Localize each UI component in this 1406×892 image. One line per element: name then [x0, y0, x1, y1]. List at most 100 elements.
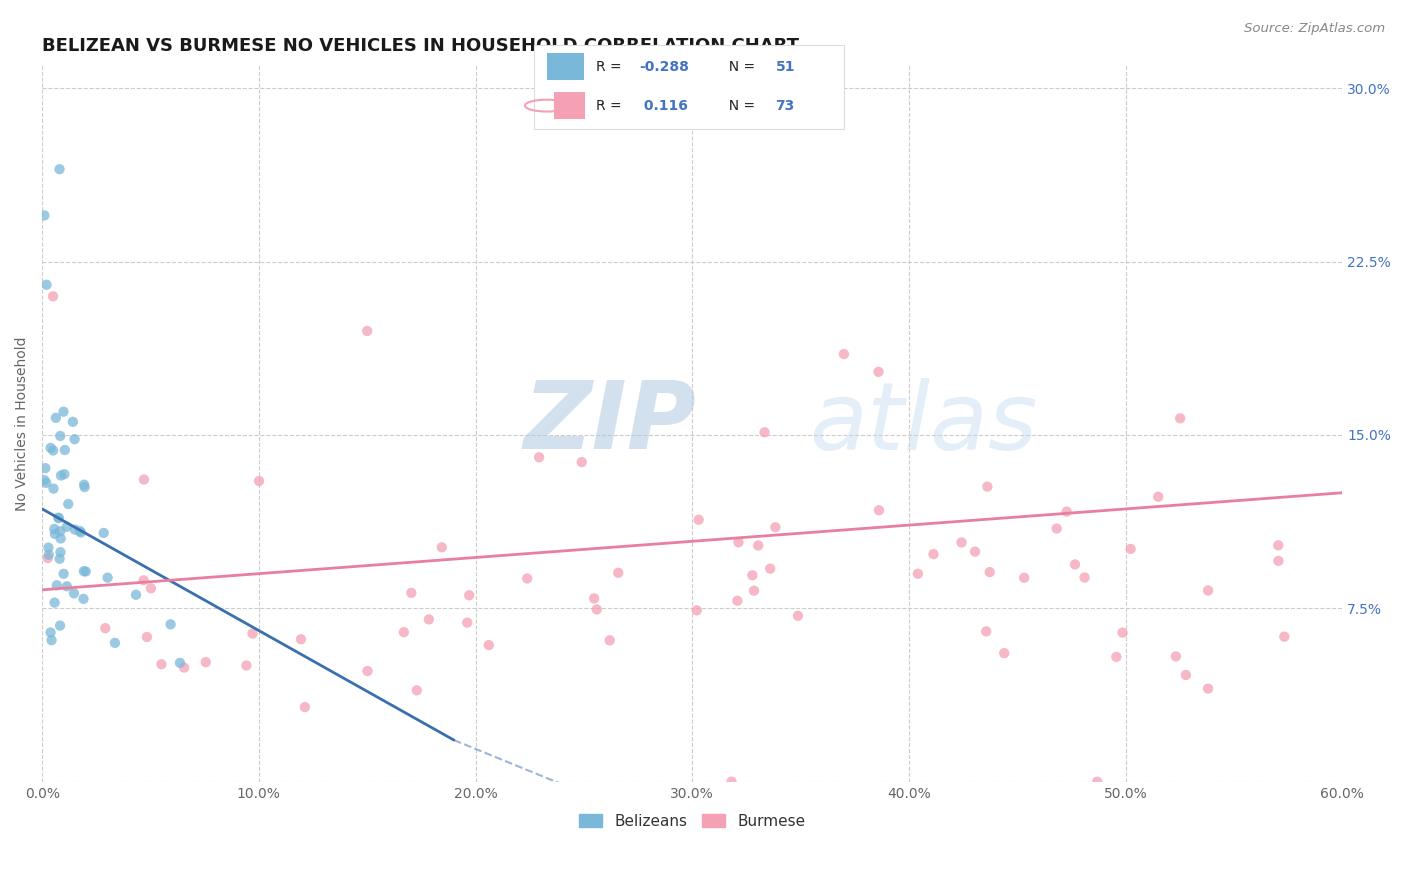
- Point: [49, 545, 72, 559]
- Point: [38, 548, 60, 562]
- Point: [754, 425, 776, 440]
- Point: [1073, 570, 1095, 584]
- Point: [73, 477, 96, 491]
- Point: [688, 513, 710, 527]
- Point: [993, 646, 1015, 660]
- Point: [868, 503, 890, 517]
- Point: [52, 566, 75, 581]
- Point: [94, 621, 117, 635]
- Point: [93, 525, 115, 540]
- Point: [599, 633, 621, 648]
- Point: [70, 525, 93, 540]
- Point: [48, 510, 70, 524]
- Point: [63, 586, 86, 600]
- Point: [1046, 521, 1069, 535]
- Point: [392, 625, 415, 640]
- Point: [37, 551, 59, 566]
- Text: R =: R =: [596, 60, 626, 74]
- Point: [1267, 538, 1289, 552]
- Point: [58, 497, 80, 511]
- Point: [1267, 554, 1289, 568]
- Point: [405, 683, 427, 698]
- Point: [741, 568, 763, 582]
- Point: [747, 539, 769, 553]
- Point: [63, 523, 86, 537]
- Point: [34, 473, 56, 487]
- Point: [44, 522, 66, 536]
- Point: [39, 441, 62, 455]
- Point: [37, 541, 59, 555]
- Point: [150, 657, 173, 672]
- Point: [104, 636, 127, 650]
- Point: [1064, 558, 1087, 572]
- Point: [1174, 668, 1197, 682]
- Point: [41, 633, 63, 648]
- Point: [48, 162, 70, 177]
- Point: [742, 583, 765, 598]
- Point: [45, 578, 67, 592]
- Point: [173, 660, 195, 674]
- Point: [136, 630, 159, 644]
- Point: [53, 467, 76, 482]
- Point: [976, 480, 998, 494]
- Point: [49, 532, 72, 546]
- Point: [194, 655, 217, 669]
- Point: [787, 608, 810, 623]
- Point: [759, 562, 782, 576]
- Text: ZIP: ZIP: [523, 377, 696, 469]
- Point: [235, 658, 257, 673]
- Point: [401, 586, 423, 600]
- Point: [290, 632, 312, 647]
- Point: [1056, 505, 1078, 519]
- Point: [49, 468, 72, 483]
- Point: [73, 564, 96, 578]
- Point: [42, 482, 65, 496]
- Point: [1105, 649, 1128, 664]
- Point: [44, 527, 66, 541]
- Point: [56, 520, 79, 534]
- FancyBboxPatch shape: [554, 92, 585, 120]
- Point: [294, 700, 316, 714]
- Point: [974, 624, 997, 639]
- Point: [139, 582, 162, 596]
- Point: [35, 475, 58, 490]
- Point: [1147, 490, 1170, 504]
- Point: [356, 664, 378, 678]
- Text: BELIZEAN VS BURMESE NO VEHICLES IN HOUSEHOLD CORRELATION CHART: BELIZEAN VS BURMESE NO VEHICLES IN HOUSE…: [42, 37, 799, 55]
- Text: -0.288: -0.288: [640, 60, 689, 74]
- Point: [49, 429, 72, 443]
- Point: [247, 474, 270, 488]
- Point: [39, 625, 62, 640]
- Point: [478, 638, 501, 652]
- Point: [516, 572, 538, 586]
- Point: [1012, 571, 1035, 585]
- Point: [720, 774, 742, 789]
- Point: [1085, 774, 1108, 789]
- Point: [63, 432, 86, 446]
- Point: [607, 566, 630, 580]
- Point: [950, 535, 973, 549]
- Point: [42, 443, 65, 458]
- Point: [922, 547, 945, 561]
- FancyBboxPatch shape: [547, 54, 583, 80]
- Point: [132, 473, 155, 487]
- Point: [907, 566, 929, 581]
- Point: [44, 596, 66, 610]
- Point: [686, 603, 709, 617]
- Point: [62, 415, 84, 429]
- Point: [1111, 625, 1133, 640]
- Point: [1119, 541, 1142, 556]
- Point: [1197, 681, 1219, 696]
- Point: [35, 277, 58, 292]
- Point: [583, 591, 606, 606]
- Point: [456, 615, 478, 630]
- Point: [34, 461, 56, 475]
- Point: [458, 588, 481, 602]
- Point: [1168, 411, 1191, 425]
- Point: [979, 565, 1001, 579]
- Point: [418, 612, 440, 626]
- Point: [430, 541, 453, 555]
- Point: [72, 591, 94, 606]
- Point: [1197, 583, 1219, 598]
- Text: Source: ZipAtlas.com: Source: ZipAtlas.com: [1244, 22, 1385, 36]
